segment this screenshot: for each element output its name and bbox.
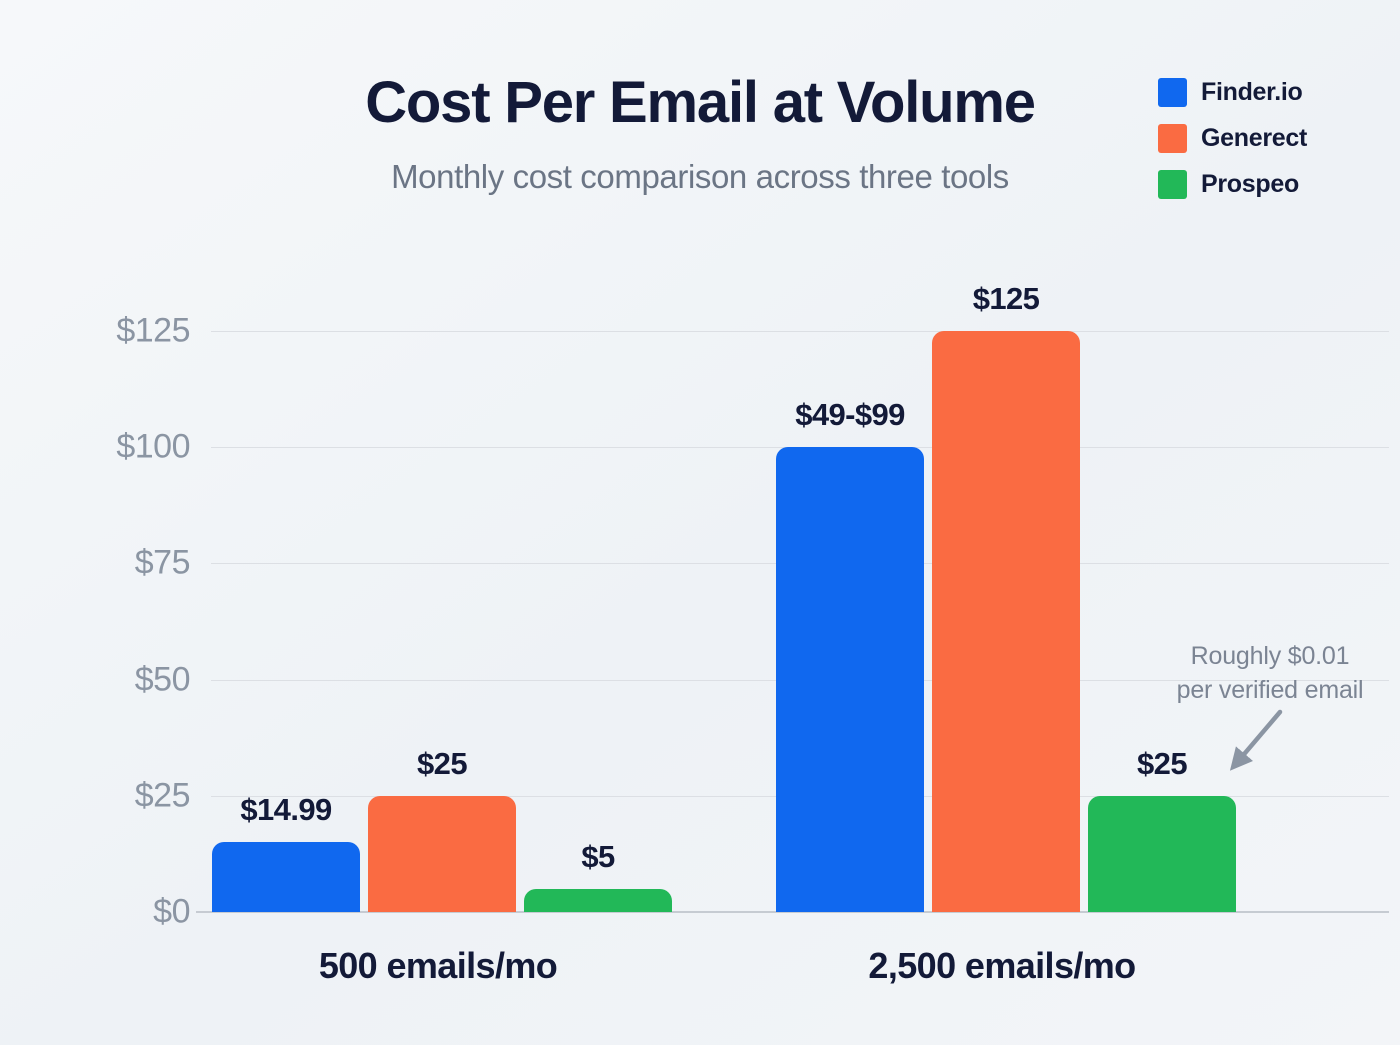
- legend-item-finder-io[interactable]: Finder.io: [1158, 78, 1307, 107]
- legend-item-generect[interactable]: Generect: [1158, 124, 1307, 153]
- legend-item-prospeo[interactable]: Prospeo: [1158, 170, 1307, 199]
- bar-finder-io-group-2[interactable]: [776, 447, 924, 912]
- legend-swatch-icon-prospeo: [1158, 170, 1187, 199]
- annotation-note: Roughly $0.01 per verified email: [1150, 640, 1390, 708]
- chart-title: Cost Per Email at Volume: [365, 70, 1036, 135]
- bar-value-label: $125: [972, 281, 1040, 316]
- legend-label-generect: Generect: [1201, 124, 1307, 152]
- bar-value-label: $25: [417, 745, 468, 781]
- y-axis-tick-label: $0: [153, 892, 190, 931]
- bar-value-label: $25: [1137, 745, 1188, 781]
- legend-label-finder-io: Finder.io: [1201, 78, 1303, 106]
- bar-value-label: $49-$99: [795, 397, 905, 433]
- chart-legend: Finder.io Generect Prospeo: [1158, 78, 1307, 199]
- chart-subtitle: Monthly cost comparison across three too…: [391, 158, 1009, 195]
- bar-finder-io-group-1[interactable]: [212, 842, 360, 912]
- annotation-line-2: per verified email: [1176, 675, 1364, 704]
- gridline: [211, 331, 1389, 332]
- bar-prospeo-group-1[interactable]: [524, 888, 672, 912]
- legend-swatch-icon-finder-io: [1158, 78, 1187, 107]
- bar-prospeo-group-2[interactable]: [1088, 795, 1236, 912]
- legend-label-prospeo: Prospeo: [1201, 170, 1299, 198]
- y-axis-tick-label: $100: [116, 427, 190, 466]
- y-axis-tick-label: $125: [116, 311, 190, 350]
- annotation-line-1: Roughly $0.01: [1190, 642, 1350, 670]
- x-axis-group-label: 500 emails/mo: [318, 945, 558, 986]
- x-axis-group-label: 2,500 emails/mo: [868, 945, 1136, 986]
- bar-value-label: $5: [581, 838, 615, 874]
- y-axis-tick-label: $25: [134, 776, 191, 815]
- y-axis-tick-label: $75: [134, 543, 191, 582]
- bar-generect-group-1[interactable]: [368, 795, 516, 912]
- bar-value-label: $14.99: [240, 792, 332, 828]
- bar-generect-group-2[interactable]: [932, 331, 1080, 912]
- axis-baseline: [196, 911, 1389, 913]
- y-axis-tick-label: $50: [134, 660, 191, 699]
- legend-swatch-icon-generect: [1158, 124, 1187, 153]
